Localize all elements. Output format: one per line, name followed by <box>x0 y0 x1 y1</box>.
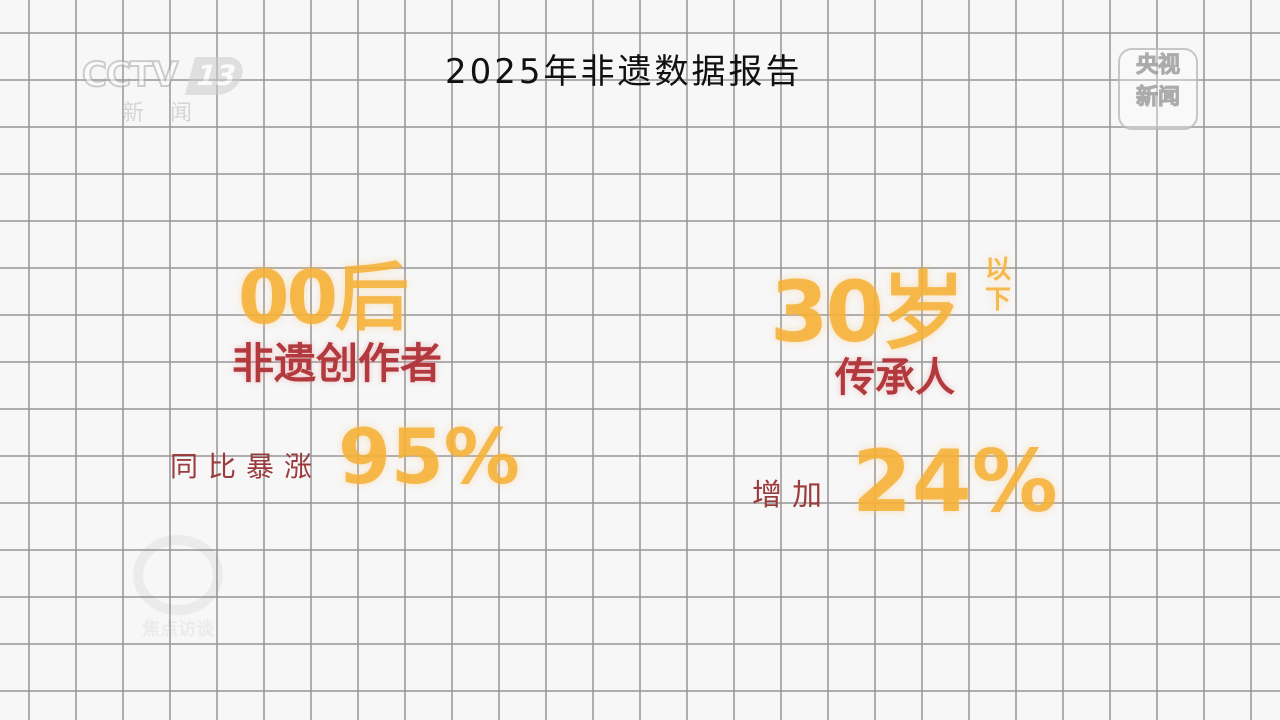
right-headline: 30岁 <box>770 263 965 361</box>
right-value: 24% <box>852 432 1058 532</box>
left-headline: 00后 <box>238 255 409 341</box>
right-label: 增加 <box>752 478 832 513</box>
channel-subtitle: 新闻 <box>122 101 219 126</box>
report-title: 2025年非遗数据报告 <box>445 52 803 92</box>
watermark-text: 焦点访谈 <box>142 619 214 640</box>
left-value: 95% <box>338 412 520 501</box>
left-label: 同比暴涨 <box>170 450 323 483</box>
left-subject: 非遗创作者 <box>232 339 443 388</box>
watermark-emblem-icon <box>133 535 223 615</box>
right-subject: 传承人 <box>835 355 955 401</box>
cctv-news-corner-logo: 央视 新闻 <box>1118 48 1198 130</box>
corner-logo-line2: 新闻 <box>1135 85 1180 111</box>
cctv-logo-text: CCTV <box>81 54 179 96</box>
cctv13-logo: CCTV 13 新闻 <box>81 54 248 130</box>
right-headline-suffix: 以下 <box>985 255 1012 315</box>
program-watermark: 焦点访谈 <box>118 535 238 640</box>
corner-logo-line1: 央视 <box>1135 53 1180 79</box>
